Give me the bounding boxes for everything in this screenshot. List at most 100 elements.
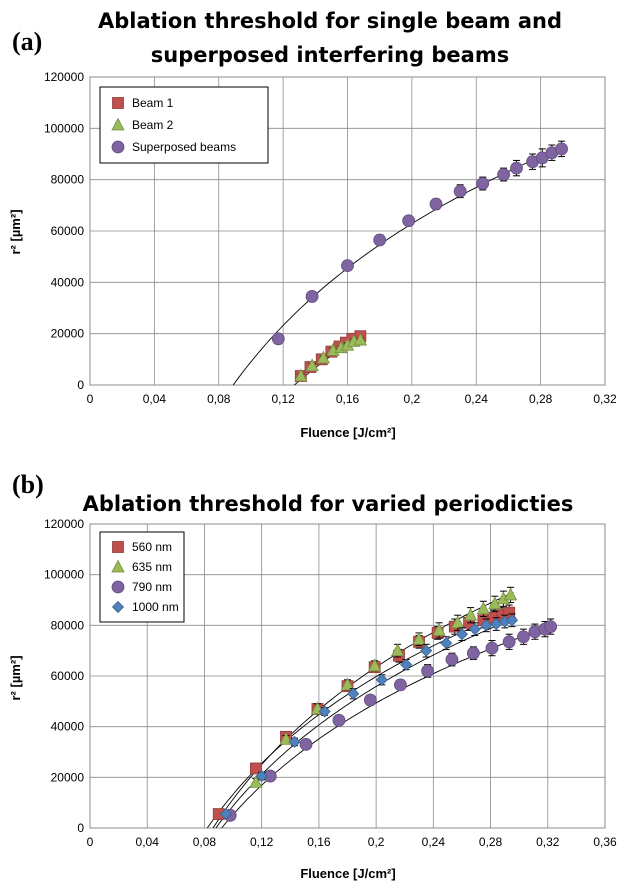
legend-marker — [111, 559, 125, 573]
chart-b-legend: 560 nm 635 nm 790 nm 1000 nm — [99, 531, 185, 623]
data-point — [421, 664, 435, 678]
chart-panel-a: (a) Ablation threshold for single beam a… — [8, 9, 617, 440]
chart-a-fit-curve-2 — [232, 145, 565, 386]
legend-marker — [112, 541, 124, 553]
legend-box — [99, 86, 269, 164]
data-point — [316, 350, 331, 364]
legend-label: 790 nm — [132, 580, 172, 594]
chart-a-legend: Beam 1 Beam 2 Superposed beams — [99, 86, 269, 164]
panel-b-label: (b) — [12, 470, 44, 499]
data-point — [450, 615, 465, 629]
chart-a-x-tick-label: 0,08 — [207, 392, 231, 406]
data-point — [497, 168, 511, 181]
data-point — [288, 735, 301, 748]
chart-b-x-tick-label: 0,04 — [136, 835, 160, 849]
chart-b-y-tick-label: 120000 — [44, 517, 84, 531]
data-point — [305, 358, 319, 372]
legend-marker — [111, 140, 125, 154]
panel-a-label: (a) — [12, 27, 42, 56]
chart-b-x-tick-label: 0,12 — [250, 835, 274, 849]
data-point — [480, 619, 493, 632]
data-point — [502, 635, 516, 649]
data-point — [305, 290, 319, 303]
data-point — [390, 643, 405, 657]
chart-a-x-tick-label: 0,32 — [593, 392, 617, 406]
chart-a-x-tick-label: 0,28 — [529, 392, 553, 406]
chart-a-y-tick-label: 120000 — [44, 70, 84, 84]
legend-marker — [111, 117, 125, 131]
data-point — [299, 738, 313, 751]
data-point — [517, 630, 530, 644]
data-point — [485, 641, 499, 655]
chart-b-x-tick-label: 0,28 — [479, 835, 503, 849]
chart-b-y-tick-label: 100000 — [44, 568, 84, 582]
data-point — [445, 653, 459, 666]
data-point — [375, 673, 388, 686]
legend-label: 560 nm — [132, 540, 172, 554]
chart-b-x-tick-label: 0,24 — [422, 835, 446, 849]
chart-a-y-tick-label: 0 — [77, 378, 84, 392]
data-point — [332, 713, 346, 727]
data-point — [353, 332, 368, 346]
data-point — [363, 693, 377, 707]
chart-a-series-3 — [271, 140, 568, 346]
legend-marker — [112, 97, 124, 109]
chart-a-y-axis-label: r² [µm²] — [8, 209, 23, 254]
chart-a-title-line-2: superposed interfering beams — [151, 43, 509, 67]
chart-b-y-tick-label: 80000 — [51, 618, 85, 632]
chart-a-y-tick-label: 60000 — [51, 224, 85, 238]
data-point — [368, 658, 382, 672]
data-point — [463, 607, 478, 621]
data-point — [341, 259, 354, 273]
chart-b-fit-curve-2 — [212, 591, 514, 829]
legend-label: Superposed beams — [132, 140, 236, 154]
chart-b-y-tick-label: 40000 — [51, 720, 85, 734]
chart-b-y-tick-label: 0 — [77, 821, 84, 835]
chart-b-y-tick-label: 20000 — [51, 770, 85, 784]
chart-a-x-tick-label: 0 — [87, 392, 94, 406]
chart-a-title-line-1: Ablation threshold for single beam and — [98, 9, 562, 33]
data-point — [476, 177, 490, 190]
chart-b-x-tick-label: 0,36 — [593, 835, 617, 849]
chart-b-series-3 — [223, 618, 558, 822]
data-point — [255, 770, 268, 783]
data-point — [466, 646, 480, 660]
data-point — [420, 644, 433, 657]
chart-a-x-axis-label: Fluence [J/cm²] — [300, 425, 395, 440]
data-point — [476, 601, 491, 615]
data-point — [394, 678, 407, 692]
chart-a-x-tick-label: 0,04 — [143, 392, 167, 406]
chart-a-y-tick-label: 20000 — [51, 327, 85, 341]
data-point — [440, 637, 453, 650]
data-point — [510, 161, 523, 175]
data-point — [412, 631, 426, 645]
data-point — [373, 233, 387, 247]
chart-b-title: Ablation threshold for varied periodicti… — [83, 492, 574, 516]
chart-a-y-tick-label: 80000 — [51, 173, 85, 187]
chart-a-y-tick-label: 40000 — [51, 275, 85, 289]
chart-b-fit-curve-3 — [221, 624, 554, 829]
data-point — [453, 184, 467, 198]
legend-label: Beam 1 — [132, 96, 174, 110]
chart-b-y-axis-label: r² [µm²] — [8, 655, 23, 700]
legend-marker — [111, 580, 125, 594]
legend-label: 1000 nm — [132, 600, 179, 614]
legend-marker — [111, 600, 125, 614]
chart-a-series-2 — [294, 332, 368, 382]
data-point — [455, 628, 469, 641]
data-point — [505, 614, 519, 627]
data-point — [432, 623, 446, 636]
chart-b-series-4 — [219, 613, 519, 821]
chart-a-x-tick-label: 0,2 — [404, 392, 421, 406]
data-point — [347, 687, 360, 700]
legend-label: Beam 2 — [132, 118, 174, 132]
data-point — [340, 677, 355, 691]
chart-panel-b: (b) Ablation threshold for varied period… — [8, 470, 617, 881]
chart-b-x-axis-label: Fluence [J/cm²] — [300, 866, 395, 881]
chart-a-x-tick-label: 0,24 — [465, 392, 489, 406]
data-point — [400, 658, 413, 671]
data-point — [249, 775, 263, 788]
chart-b-x-tick-label: 0,16 — [307, 835, 331, 849]
chart-a-x-tick-label: 0,12 — [271, 392, 295, 406]
